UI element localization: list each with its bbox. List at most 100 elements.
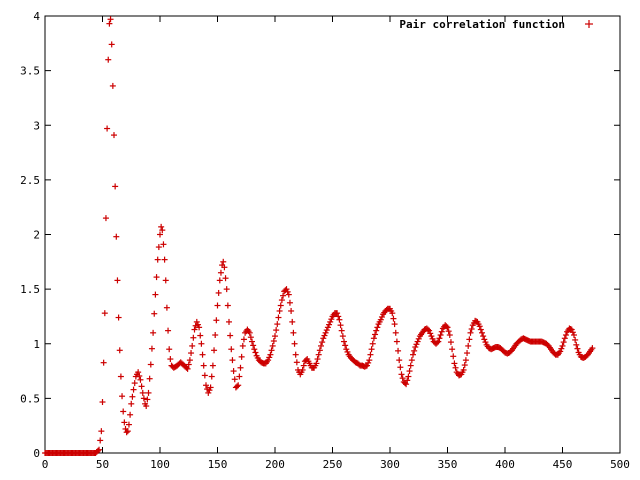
data-point (235, 382, 242, 389)
data-point (466, 336, 473, 343)
data-point (221, 264, 228, 271)
y-tick-label: 1 (33, 338, 40, 351)
data-point (140, 395, 147, 402)
data-point (124, 428, 131, 435)
data-point (127, 411, 134, 418)
data-point (460, 366, 467, 373)
data-point (424, 326, 431, 333)
data-point (293, 359, 300, 366)
data-point (99, 399, 106, 406)
data-point (131, 380, 138, 387)
data-point (166, 346, 173, 353)
legend: Pair correlation function (399, 18, 593, 31)
data-point (160, 241, 167, 248)
data-point (446, 332, 453, 339)
data-point (405, 373, 412, 380)
data-point (283, 286, 290, 293)
data-point (270, 338, 277, 345)
data-point (558, 345, 565, 352)
data-point (398, 371, 405, 378)
data-point (339, 333, 346, 340)
data-point (100, 359, 107, 366)
data-point (399, 375, 406, 382)
data-point (240, 336, 247, 343)
data-point (230, 368, 237, 375)
data-point (205, 389, 212, 396)
data-point (285, 291, 292, 298)
data-point (344, 348, 351, 355)
data-point (194, 321, 201, 328)
data-point (377, 316, 384, 323)
data-point (104, 125, 111, 132)
data-point (206, 387, 213, 394)
data-point (367, 351, 374, 358)
data-point (395, 347, 402, 354)
data-point (327, 318, 334, 325)
y-tick-label: 0.5 (20, 392, 40, 405)
data-point (153, 274, 160, 281)
data-point (148, 345, 155, 352)
data-point (434, 339, 441, 346)
data-point (157, 231, 163, 238)
data-point (159, 227, 166, 234)
data-point (314, 356, 321, 363)
data-point (121, 419, 128, 426)
data-point (267, 351, 274, 358)
data-point (209, 362, 216, 369)
data-point (443, 323, 450, 330)
data-point (273, 327, 280, 334)
data-point (568, 326, 575, 333)
data-point (94, 447, 101, 454)
data-point (275, 314, 282, 321)
data-point (300, 362, 307, 369)
data-point (266, 354, 273, 361)
data-point (226, 318, 232, 325)
data-point (476, 323, 483, 330)
data-point (444, 324, 451, 331)
data-point (323, 327, 330, 334)
data-point (137, 376, 144, 383)
data-point (129, 393, 136, 400)
y-tick-label: 2 (33, 229, 40, 242)
data-point (559, 342, 566, 349)
data-point (237, 364, 244, 371)
data-point (111, 132, 117, 139)
data-point (119, 393, 126, 400)
data-point (96, 446, 103, 453)
data-point (222, 275, 229, 282)
data-point (217, 269, 224, 276)
data-point (130, 386, 137, 393)
data-point (223, 286, 230, 293)
data-point (338, 327, 345, 334)
data-point (365, 359, 372, 366)
data-point (479, 329, 485, 336)
x-tick-label: 0 (42, 458, 49, 471)
x-tick-label: 250 (323, 458, 343, 471)
data-point (116, 347, 123, 354)
data-point (105, 56, 112, 63)
legend-marker (585, 20, 593, 28)
data-point (373, 327, 380, 334)
data-point (128, 400, 135, 407)
x-tick-label: 200 (265, 458, 285, 471)
data-point (292, 351, 299, 358)
data-point (249, 338, 255, 345)
x-tick-label: 150 (208, 458, 228, 471)
data-point (451, 360, 458, 367)
data-point (436, 335, 443, 342)
x-tick-label: 500 (610, 458, 630, 471)
data-point (288, 307, 295, 314)
data-point (393, 338, 400, 345)
data-point (183, 364, 190, 371)
data-point (188, 350, 195, 357)
y-tick-label: 3.5 (20, 65, 40, 78)
data-point (389, 310, 396, 317)
data-point (272, 333, 278, 340)
plot-frame (44, 15, 621, 454)
data-point (265, 357, 272, 364)
data-point (136, 372, 143, 379)
data-point (211, 347, 218, 354)
data-point (220, 258, 227, 265)
data-point (197, 332, 204, 339)
